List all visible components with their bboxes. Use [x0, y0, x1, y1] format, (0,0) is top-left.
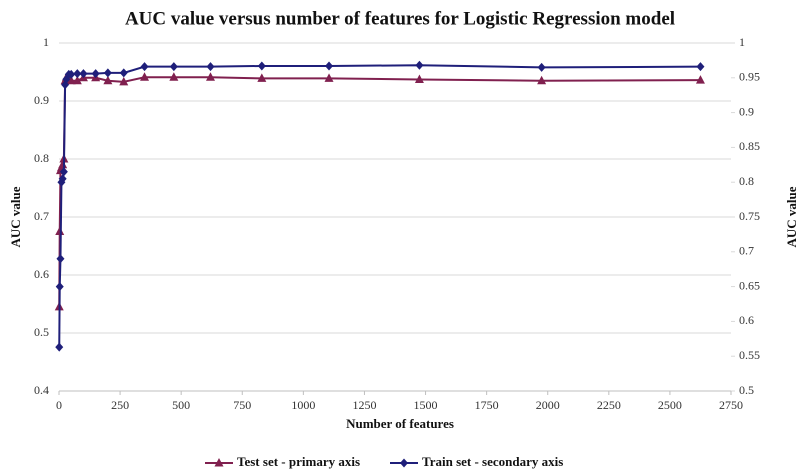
y2-tick-label: 0.8	[739, 174, 754, 188]
y-tick-label: 0.7	[34, 209, 49, 223]
triangle-marker	[214, 458, 224, 467]
triangle-marker	[257, 73, 267, 82]
x-tick-label: 2250	[597, 398, 621, 412]
diamond-marker	[91, 69, 100, 79]
y-axis-title: AUC value	[8, 186, 23, 247]
diamond-marker	[257, 61, 266, 71]
diamond-marker	[67, 69, 76, 79]
diamond-marker	[400, 458, 408, 468]
diamond-marker	[140, 62, 149, 72]
x-tick-label: 1500	[414, 398, 438, 412]
diamond-marker	[325, 61, 334, 71]
y2-tick-label: 0.6	[739, 313, 754, 327]
diamond-marker	[58, 174, 67, 184]
x-tick-label: 2000	[536, 398, 560, 412]
y2-tick-label: 0.65	[739, 278, 760, 292]
y2-tick-label: 0.9	[739, 104, 754, 118]
y2-axis-title: AUC value	[784, 186, 799, 247]
x-tick-label: 500	[172, 398, 190, 412]
diamond-marker	[56, 254, 65, 264]
diamond-marker	[55, 342, 64, 352]
diamond-marker	[415, 60, 424, 70]
triangle-marker	[206, 72, 216, 81]
x-tick-label: 2500	[658, 398, 682, 412]
triangle-marker	[695, 75, 705, 84]
triangle-marker	[66, 75, 76, 85]
y2-tick-label: 0.75	[739, 209, 760, 223]
x-tick-label: 0	[56, 398, 62, 412]
diamond-marker	[73, 69, 82, 79]
y-tick-label: 1	[43, 35, 49, 49]
x-tick-label: 1000	[291, 398, 315, 412]
chart-title: AUC value versus number of features for …	[125, 8, 675, 29]
triangle-marker	[119, 76, 129, 86]
x-tick-label: 250	[111, 398, 129, 412]
triangle-marker	[55, 226, 65, 235]
diamond-marker	[206, 62, 215, 72]
diamond-marker	[119, 68, 128, 78]
triangle-marker	[414, 74, 424, 84]
diamond-marker	[55, 282, 64, 292]
diamond-marker	[59, 167, 68, 177]
x-tick-label: 1750	[475, 398, 499, 412]
triangle-marker	[537, 75, 547, 85]
y2-tick-label: 1	[739, 35, 745, 49]
x-axis-title: Number of features	[346, 416, 454, 431]
diamond-marker	[537, 62, 546, 72]
y2-tick-label: 0.7	[739, 244, 754, 258]
series-line	[58, 64, 701, 348]
legend-label: Test set - primary axis	[237, 454, 360, 469]
y-tick-label: 0.9	[34, 93, 49, 107]
x-tick-label: 750	[233, 398, 251, 412]
y-tick-label: 0.4	[34, 383, 49, 397]
legend-label: Train set - secondary axis	[422, 454, 563, 469]
diamond-marker	[79, 69, 88, 79]
triangle-marker	[169, 72, 179, 81]
triangle-marker	[72, 75, 82, 85]
y2-tick-label: 0.95	[739, 70, 760, 84]
y-tick-label: 0.8	[34, 151, 49, 165]
diamond-marker	[696, 62, 705, 72]
y2-tick-label: 0.5	[739, 383, 754, 397]
triangle-marker	[324, 73, 334, 82]
y2-tick-label: 0.85	[739, 139, 760, 153]
y-tick-label: 0.5	[34, 325, 49, 339]
x-tick-label: 2750	[719, 398, 743, 412]
y2-tick-label: 0.55	[739, 348, 760, 362]
diamond-marker	[103, 68, 112, 78]
triangle-marker	[103, 75, 113, 85]
x-tick-label: 1250	[352, 398, 376, 412]
series-line	[58, 76, 701, 307]
y-tick-label: 0.6	[34, 267, 49, 281]
triangle-marker	[140, 72, 150, 81]
diamond-marker	[169, 62, 178, 72]
